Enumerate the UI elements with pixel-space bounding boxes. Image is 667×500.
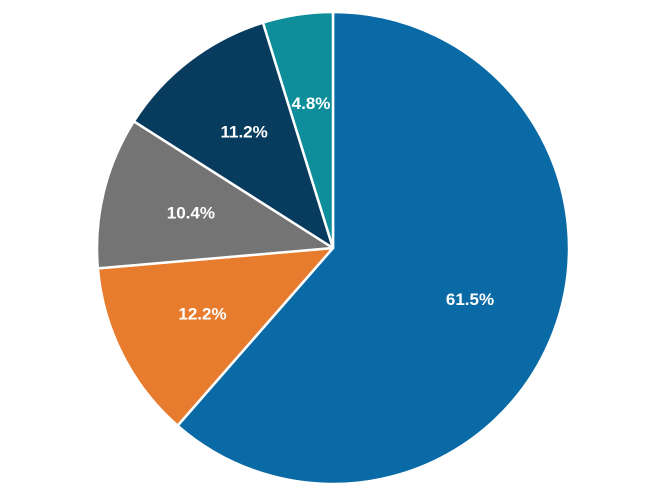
pie-slice-3 bbox=[95, 120, 335, 270]
pie-slice-5 bbox=[261, 10, 335, 250]
slice-label-5: 4.8% bbox=[292, 94, 331, 113]
pie-slice-2 bbox=[96, 246, 335, 427]
slice-label-3: 10.4% bbox=[167, 204, 215, 223]
slice-label-1: 61.5% bbox=[446, 290, 494, 309]
pie-slice-1 bbox=[176, 10, 571, 486]
slice-label-4: 11.2% bbox=[220, 122, 267, 141]
pie-slice-4 bbox=[132, 21, 335, 250]
pie-labels: 61.5% 12.2% 10.4% 11.2% 4.8% bbox=[167, 94, 494, 324]
pie-slices bbox=[95, 10, 571, 486]
slice-label-2: 12.2% bbox=[178, 305, 226, 324]
